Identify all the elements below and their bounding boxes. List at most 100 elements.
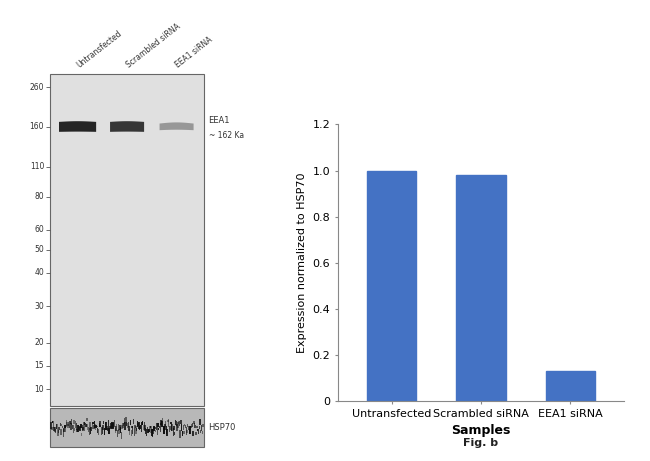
- Bar: [188, 429, 190, 434]
- Bar: [83, 422, 84, 431]
- Polygon shape: [159, 123, 194, 130]
- Bar: [152, 429, 153, 437]
- Bar: [99, 423, 100, 427]
- Text: Untransfected: Untransfected: [75, 29, 124, 69]
- Bar: [67, 425, 69, 428]
- Polygon shape: [110, 121, 144, 132]
- Bar: [97, 427, 98, 433]
- Bar: [58, 427, 60, 430]
- Bar: [195, 425, 196, 428]
- Bar: [77, 425, 79, 432]
- Bar: [200, 420, 201, 425]
- Bar: [118, 429, 120, 434]
- Text: 50: 50: [34, 245, 44, 254]
- Bar: [52, 421, 53, 423]
- Bar: [187, 424, 188, 427]
- Bar: [162, 428, 164, 433]
- Bar: [184, 424, 185, 426]
- Bar: [143, 426, 144, 430]
- Bar: [155, 430, 157, 432]
- Bar: [187, 430, 188, 433]
- Bar: [150, 426, 152, 432]
- Bar: [144, 425, 146, 431]
- Bar: [140, 425, 142, 431]
- Bar: [70, 421, 71, 424]
- Bar: [70, 423, 72, 430]
- Bar: [79, 427, 80, 430]
- Bar: [202, 431, 203, 434]
- Bar: [75, 423, 77, 430]
- Bar: [61, 424, 62, 426]
- Bar: [93, 425, 94, 429]
- Bar: [51, 422, 52, 429]
- Bar: [180, 420, 181, 424]
- Bar: [118, 424, 119, 431]
- Bar: [80, 424, 81, 428]
- Bar: [86, 418, 88, 421]
- Bar: [163, 426, 165, 434]
- Bar: [173, 427, 174, 436]
- Bar: [176, 420, 177, 426]
- Bar: [185, 427, 187, 435]
- Y-axis label: Expression normalized to HSP70: Expression normalized to HSP70: [297, 172, 307, 353]
- Bar: [144, 422, 145, 431]
- Bar: [128, 426, 129, 431]
- Bar: [202, 424, 203, 427]
- Bar: [96, 425, 97, 428]
- Bar: [196, 426, 198, 428]
- Bar: [194, 423, 196, 428]
- Bar: [89, 422, 91, 430]
- Bar: [109, 426, 110, 428]
- Bar: [171, 424, 172, 431]
- Bar: [108, 420, 109, 428]
- Bar: [111, 423, 112, 428]
- Bar: [123, 423, 124, 426]
- Bar: [196, 431, 197, 435]
- Bar: [127, 424, 128, 428]
- Bar: [145, 428, 146, 434]
- Bar: [136, 421, 138, 427]
- Bar: [122, 425, 123, 429]
- Bar: [60, 423, 61, 426]
- Bar: [110, 423, 111, 430]
- Bar: [193, 421, 194, 424]
- Bar: [106, 426, 107, 430]
- X-axis label: Samples: Samples: [451, 424, 511, 437]
- Bar: [130, 420, 131, 425]
- Bar: [161, 421, 162, 427]
- Text: 160: 160: [30, 122, 44, 131]
- Bar: [125, 422, 126, 430]
- Bar: [103, 421, 105, 424]
- Bar: [161, 420, 162, 425]
- Bar: [119, 425, 120, 430]
- Text: Fig. b: Fig. b: [463, 438, 499, 448]
- Bar: [131, 430, 132, 436]
- Bar: [105, 422, 107, 430]
- Bar: [179, 430, 181, 438]
- Bar: [49, 408, 204, 447]
- Bar: [75, 421, 76, 428]
- Bar: [176, 424, 178, 431]
- Bar: [159, 426, 160, 428]
- Text: 80: 80: [34, 192, 44, 201]
- Text: EEA1 siRNA: EEA1 siRNA: [174, 35, 214, 69]
- Bar: [154, 427, 155, 429]
- Bar: [100, 425, 101, 427]
- Bar: [112, 422, 113, 429]
- Bar: [124, 418, 125, 424]
- Bar: [157, 423, 159, 427]
- Bar: [140, 425, 141, 429]
- Bar: [127, 422, 129, 427]
- Bar: [367, 171, 416, 401]
- Bar: [141, 422, 142, 425]
- Text: 10: 10: [34, 384, 44, 394]
- Bar: [98, 429, 99, 435]
- Bar: [148, 429, 149, 433]
- Bar: [142, 421, 144, 425]
- Bar: [148, 429, 150, 432]
- Bar: [137, 423, 139, 426]
- Bar: [102, 425, 104, 430]
- Bar: [167, 420, 168, 422]
- Bar: [109, 428, 110, 434]
- Bar: [153, 426, 155, 431]
